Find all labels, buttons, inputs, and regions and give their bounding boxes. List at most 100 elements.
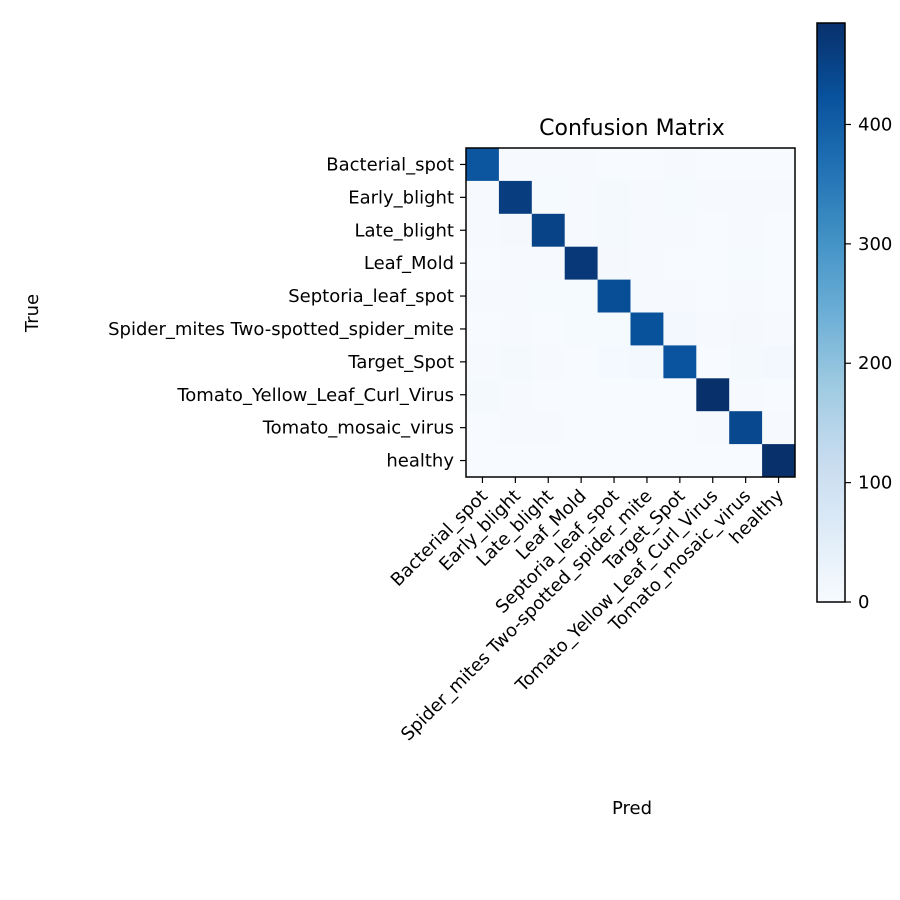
heatmap-cell bbox=[564, 411, 598, 445]
y-axis: Bacterial_spot Early_blight Late_blight Lea… bbox=[108, 154, 466, 472]
heatmap-cell bbox=[630, 180, 664, 215]
x-axis-label: Pred bbox=[612, 798, 652, 819]
heatmap-cell bbox=[630, 444, 664, 478]
heatmap-cell bbox=[663, 378, 697, 412]
heatmap-cell bbox=[564, 312, 598, 346]
heatmap-cell bbox=[498, 148, 533, 182]
heatmap-cell bbox=[762, 180, 796, 215]
heatmap-cell bbox=[696, 246, 730, 280]
heatmap-cell bbox=[696, 213, 730, 248]
heatmap-cell bbox=[564, 246, 598, 280]
heatmap-cell bbox=[466, 411, 500, 445]
heatmap-cell bbox=[466, 246, 500, 280]
colorbar-tick-label: 300 bbox=[858, 234, 892, 255]
heatmap-cell bbox=[729, 180, 763, 215]
heatmap-cell bbox=[696, 148, 730, 182]
heatmap-cell bbox=[630, 279, 664, 313]
y-tick-label: Late_blight bbox=[354, 220, 454, 241]
heatmap-cell bbox=[663, 444, 697, 478]
heatmap-cell bbox=[729, 411, 763, 445]
heatmap-cell bbox=[597, 312, 631, 346]
heatmap-cell bbox=[663, 213, 697, 248]
heatmap-cell bbox=[729, 213, 763, 248]
heatmap-cell bbox=[729, 148, 763, 182]
heatmap-cell bbox=[630, 411, 664, 445]
heatmap-frame bbox=[465, 147, 796, 478]
heatmap-cell bbox=[466, 279, 500, 313]
heatmap-cell bbox=[762, 246, 796, 280]
heatmap-cell bbox=[762, 312, 796, 346]
y-tick-label: Bacterial_spot bbox=[326, 154, 454, 175]
heatmap-cell bbox=[663, 246, 697, 280]
colorbar-tick-label: 400 bbox=[858, 114, 892, 135]
heatmap-cell bbox=[663, 312, 697, 346]
heatmap-cell bbox=[597, 213, 631, 248]
heatmap-cell bbox=[564, 213, 598, 248]
heatmap-cell bbox=[564, 378, 598, 412]
heatmap-cell bbox=[466, 312, 500, 346]
heatmap-cell bbox=[531, 378, 566, 412]
heatmap-cell bbox=[564, 148, 598, 182]
heatmap-cell bbox=[630, 312, 664, 346]
heatmap-cell bbox=[498, 312, 533, 346]
y-axis-label: True bbox=[22, 294, 43, 333]
heatmap-cell bbox=[498, 279, 533, 313]
heatmap-cell bbox=[762, 411, 796, 445]
heatmap-cell bbox=[630, 345, 664, 379]
heatmap-cell bbox=[498, 246, 533, 280]
heatmap-cell bbox=[597, 279, 631, 313]
heatmap-cell bbox=[630, 246, 664, 280]
heatmap-cell bbox=[663, 345, 697, 379]
heatmap-cell bbox=[696, 279, 730, 313]
heatmap-cell bbox=[663, 279, 697, 313]
heatmap-cell bbox=[498, 378, 533, 412]
heatmap-cell bbox=[729, 246, 763, 280]
y-tick-label: Tomato_Yellow_Leaf_Curl_Virus bbox=[176, 385, 454, 406]
heatmap-cell bbox=[531, 246, 566, 280]
heatmap-cells bbox=[466, 148, 796, 478]
heatmap-cell bbox=[531, 411, 566, 445]
heatmap-cell bbox=[762, 444, 796, 478]
y-tick-label: Spider_mites Two-spotted_spider_mite bbox=[108, 319, 454, 340]
heatmap-cell bbox=[498, 444, 533, 478]
heatmap-cell bbox=[663, 180, 697, 215]
chart-title: Confusion Matrix bbox=[539, 116, 725, 141]
heatmap-cell bbox=[498, 213, 533, 248]
heatmap-cell bbox=[729, 312, 763, 346]
heatmap-cell bbox=[762, 279, 796, 313]
heatmap-cell bbox=[564, 180, 598, 215]
heatmap-cell bbox=[729, 345, 763, 379]
heatmap-cell bbox=[696, 180, 730, 215]
heatmap-cell bbox=[466, 345, 500, 379]
heatmap-cell bbox=[498, 345, 533, 379]
heatmap-cell bbox=[597, 444, 631, 478]
heatmap-cell bbox=[597, 345, 631, 379]
heatmap-cell bbox=[663, 411, 697, 445]
heatmap-cell bbox=[466, 180, 500, 215]
heatmap-cell bbox=[531, 444, 566, 478]
heatmap-cell bbox=[531, 345, 566, 379]
colorbar-ticks: 0 100 200 300 400 bbox=[845, 114, 892, 613]
y-tick-label: Leaf_Mold bbox=[364, 253, 454, 274]
y-tick-label: Early_blight bbox=[348, 187, 454, 208]
heatmap-cell bbox=[597, 378, 631, 412]
heatmap-cell bbox=[564, 345, 598, 379]
heatmap-cell bbox=[531, 279, 566, 313]
heatmap-cell bbox=[564, 279, 598, 313]
heatmap-cell bbox=[630, 378, 664, 412]
heatmap-cell bbox=[597, 180, 631, 215]
heatmap-cell bbox=[696, 345, 730, 379]
heatmap-cell bbox=[498, 180, 533, 215]
heatmap-cell bbox=[531, 213, 566, 248]
heatmap-cell bbox=[696, 411, 730, 445]
heatmap-cell bbox=[466, 148, 500, 182]
y-tick-label: Tomato_mosaic_virus bbox=[262, 418, 454, 439]
heatmap-cell bbox=[762, 213, 796, 248]
heatmap-cell bbox=[597, 148, 631, 182]
heatmap-cell bbox=[630, 148, 664, 182]
heatmap-cell bbox=[597, 246, 631, 280]
x-axis: Bacterial_spotEarly_blightLate_blightLea… bbox=[387, 477, 788, 745]
heatmap-cell bbox=[466, 213, 500, 248]
heatmap-cell bbox=[597, 411, 631, 445]
